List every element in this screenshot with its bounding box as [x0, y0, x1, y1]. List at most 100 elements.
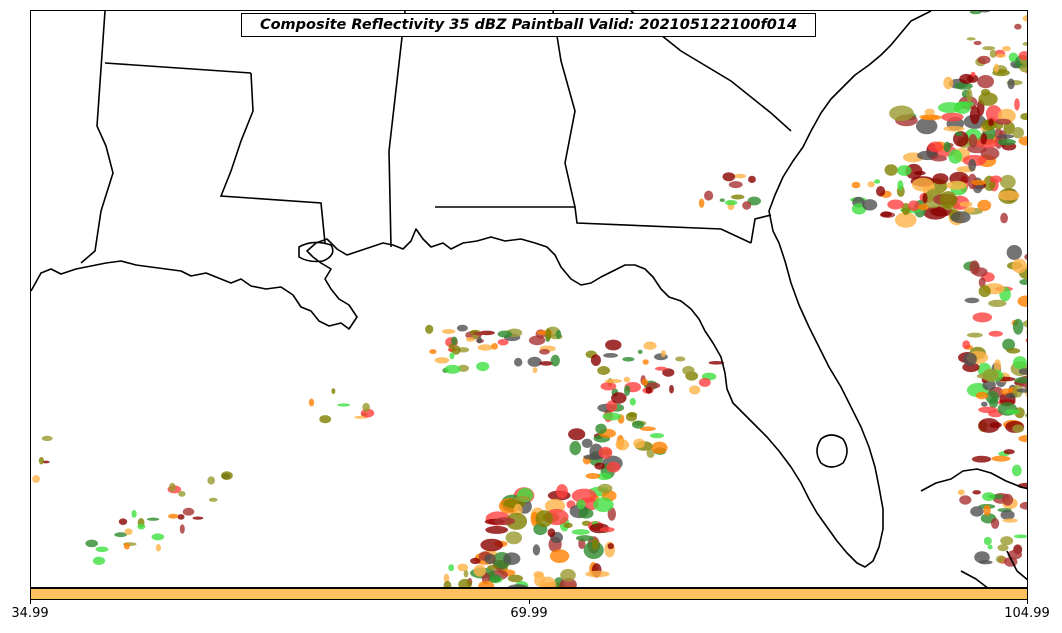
reflectivity-blob [974, 551, 990, 564]
reflectivity-blob [513, 503, 523, 516]
reflectivity-blob [1000, 536, 1014, 546]
reflectivity-blob [655, 366, 668, 371]
reflectivity-blob [583, 454, 604, 460]
reflectivity-blob [1006, 245, 1022, 260]
reflectivity-blob [151, 533, 165, 541]
reflectivity-blob [465, 337, 475, 342]
reflectivity-blob [946, 180, 967, 190]
reflectivity-blob [977, 55, 991, 65]
reflectivity-blob [168, 482, 176, 492]
reflectivity-blob [997, 138, 1016, 146]
reflectivity-blob [733, 173, 746, 179]
reflectivity-blob [977, 75, 994, 89]
reflectivity-blob [972, 312, 993, 323]
reflectivity-blob [862, 199, 878, 211]
border-tx-la [80, 11, 114, 264]
reflectivity-blob [476, 361, 490, 372]
reflectivity-blob [1012, 127, 1024, 139]
reflectivity-blob [1016, 388, 1027, 393]
reflectivity-blob [571, 529, 590, 535]
reflectivity-blob [1007, 78, 1015, 90]
reflectivity-blob [957, 489, 965, 496]
reflectivity-blob [989, 49, 997, 58]
reflectivity-blob [969, 11, 982, 15]
reflectivity-blob [982, 492, 996, 502]
reflectivity-blob [568, 428, 586, 441]
reflectivity-blob [987, 544, 993, 550]
reflectivity-blob [556, 484, 568, 499]
reflectivity-blob [991, 455, 1011, 462]
reflectivity-blob [92, 556, 106, 565]
reflectivity-blob [478, 580, 495, 587]
reflectivity-blob [451, 345, 461, 355]
reflectivity-blob [473, 332, 486, 336]
reflectivity-blob [178, 490, 186, 497]
cuba-coast [920, 468, 1027, 492]
reflectivity-blob [41, 435, 53, 442]
reflectivity-blob [982, 368, 999, 382]
reflectivity-blob [1019, 64, 1027, 73]
reflectivity-blob [982, 46, 996, 51]
reflectivity-blob [923, 206, 948, 220]
reflectivity-blob [528, 335, 546, 346]
reflectivity-blob [550, 354, 560, 367]
border-la-ms [219, 72, 326, 244]
border-ms-al [388, 11, 406, 248]
reflectivity-blob [456, 324, 468, 332]
reflectivity-blob [1000, 510, 1015, 520]
reflectivity-blob [458, 578, 472, 587]
reflectivity-blob [943, 76, 954, 90]
reflectivity-blob [118, 518, 128, 525]
reflectivity-blob [443, 581, 452, 587]
reflectivity-blob [1000, 212, 1008, 224]
reflectivity-blob [463, 569, 469, 578]
reflectivity-blob [503, 552, 521, 565]
reflectivity-blob [851, 181, 861, 189]
reflectivity-blob [487, 564, 498, 571]
colorbar-tick-max [1027, 600, 1028, 604]
reflectivity-blob [576, 499, 586, 510]
reflectivity-blob [192, 516, 204, 520]
colorbar [30, 588, 1028, 600]
reflectivity-blob [611, 392, 627, 404]
reflectivity-blob [425, 324, 434, 334]
reflectivity-blob [978, 418, 1000, 433]
reflectivity-blob [168, 513, 179, 519]
reflectivity-blob [444, 364, 461, 374]
reflectivity-blob [633, 438, 645, 449]
reflectivity-blob [494, 517, 515, 526]
reflectivity-blob [473, 564, 486, 577]
reflectivity-blob [973, 40, 982, 46]
reflectivity-blob [177, 514, 185, 520]
reflectivity-blob [928, 141, 943, 153]
reflectivity-blob [615, 439, 630, 451]
reflectivity-blob [505, 512, 528, 530]
reflectivity-blob [623, 376, 631, 383]
reflectivity-blob [545, 328, 552, 341]
map-canvas [31, 11, 1028, 587]
reflectivity-blob [625, 412, 638, 422]
reflectivity-blob [966, 37, 976, 41]
reflectivity-blob [497, 339, 509, 346]
reflectivity-blob [208, 497, 218, 502]
reflectivity-blob [996, 53, 1006, 58]
reflectivity-blob [497, 330, 512, 338]
reflectivity-blob [480, 538, 504, 552]
reflectivity-blob [954, 82, 973, 90]
reflectivity-blob [993, 63, 1000, 73]
reflectivity-blob [747, 196, 761, 206]
reflectivity-blob [476, 336, 482, 344]
reflectivity-blob [698, 377, 711, 387]
reflectivity-blob [605, 379, 622, 384]
map-panel [30, 10, 1028, 588]
reflectivity-blob [1027, 387, 1028, 391]
reflectivity-blob [602, 412, 622, 421]
reflectivity-blob [443, 573, 450, 584]
reflectivity-blob [1011, 464, 1022, 477]
reflectivity-blob [470, 557, 481, 565]
reflectivity-blob [978, 277, 986, 288]
reflectivity-blob [124, 528, 133, 535]
reflectivity-blob [532, 544, 541, 556]
reflectivity-blob [722, 172, 736, 182]
reflectivity-blob [895, 212, 917, 228]
